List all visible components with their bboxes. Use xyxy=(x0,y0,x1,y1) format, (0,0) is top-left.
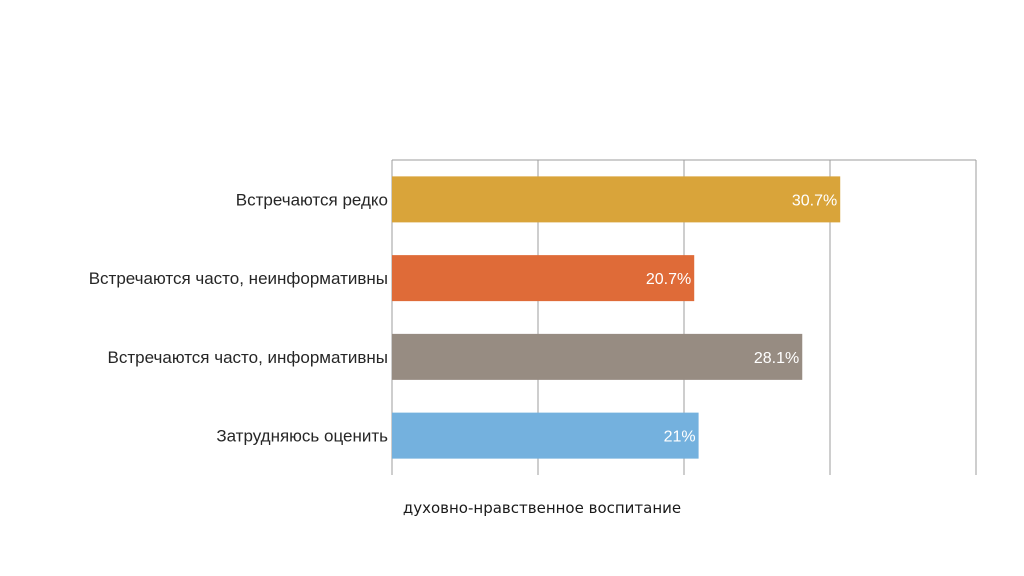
bar-4 xyxy=(392,412,699,459)
category-label-2: Встречаются часто, неинформативны xyxy=(89,269,388,288)
bar-3 xyxy=(392,333,803,380)
value-labels: 30.7% 20.7% 28.1% 21% xyxy=(646,192,837,445)
category-label-4: Затрудняюсь оценить xyxy=(216,427,388,446)
value-label-2: 20.7% xyxy=(646,271,691,288)
x-axis-title: духовно-нравственное воспитание xyxy=(403,499,681,517)
bars-group xyxy=(392,176,841,459)
category-label-1: Встречаются редко xyxy=(236,190,388,209)
value-label-4: 21% xyxy=(664,429,696,446)
category-label-3: Встречаются часто, информативны xyxy=(108,348,388,367)
bar-2 xyxy=(392,255,695,302)
category-labels: Встречаются редко Встречаются часто, неин… xyxy=(89,190,388,445)
value-label-1: 30.7% xyxy=(792,192,837,209)
value-label-3: 28.1% xyxy=(754,350,799,367)
bar-1 xyxy=(392,176,841,223)
